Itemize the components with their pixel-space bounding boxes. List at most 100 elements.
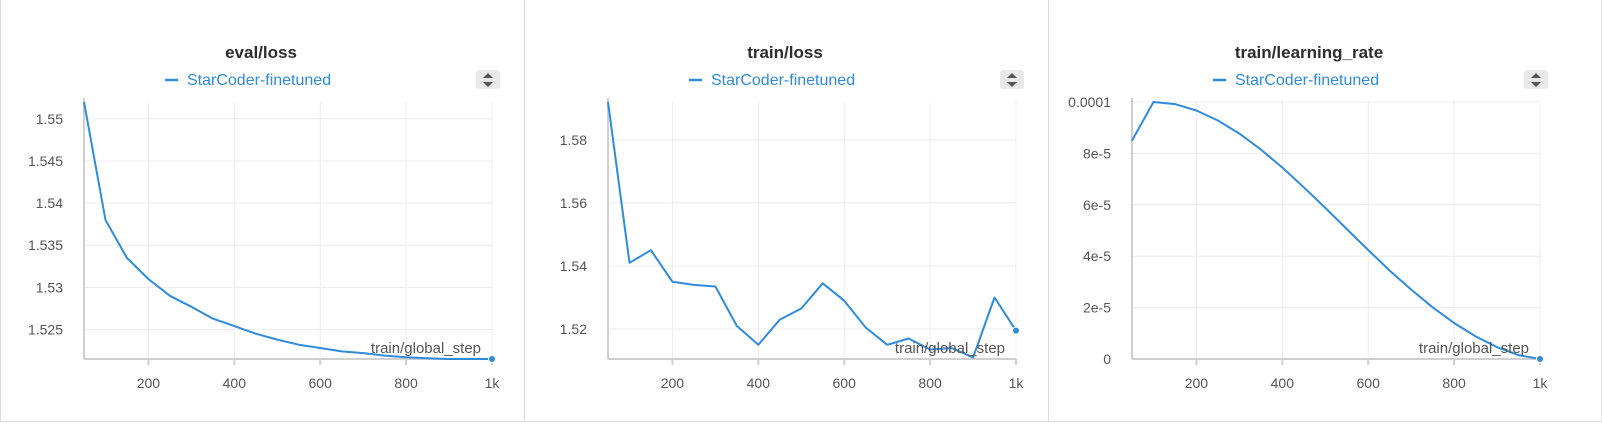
series-points xyxy=(602,96,1020,351)
x-axis-title: train/global_step xyxy=(371,340,481,357)
x-tick-label: 400 xyxy=(223,375,247,391)
series-points xyxy=(1126,96,1544,363)
last-point-marker xyxy=(1536,355,1544,363)
sort-arrows-icon xyxy=(483,73,493,87)
legend-label[interactable]: StarCoder-finetuned xyxy=(1235,72,1379,89)
y-tick-label: 1.545 xyxy=(28,153,63,169)
y-tick-label: 0.0001 xyxy=(1068,94,1111,110)
data-point xyxy=(1126,135,1138,147)
x-tick-labels: 200 400 600 800 1k xyxy=(661,375,1025,391)
sort-arrows-icon xyxy=(1007,73,1017,87)
x-tick-label: 800 xyxy=(394,375,418,391)
x-tick-label: 200 xyxy=(661,375,685,391)
x-axis-title: train/global_step xyxy=(1419,340,1529,357)
chart-train-loss: train/loss StarCoder-finetuned 1.521.541… xyxy=(560,43,1025,391)
series-line-starcoder-finetuned xyxy=(607,101,1017,359)
legend-toggle-button[interactable] xyxy=(476,70,500,89)
sort-arrows-icon xyxy=(1531,73,1541,87)
data-point xyxy=(688,279,700,291)
data-point xyxy=(293,339,305,351)
data-point xyxy=(314,342,326,354)
data-point xyxy=(989,292,1001,304)
data-point xyxy=(228,320,240,332)
data-point xyxy=(164,290,176,302)
data-point xyxy=(1405,284,1417,296)
chart-panel-train-learning-rate: train/learning_rate StarCoder-finetuned … xyxy=(1048,0,1602,422)
x-tick-label: 800 xyxy=(918,375,942,391)
legend-label[interactable]: StarCoder-finetuned xyxy=(711,72,855,89)
data-point xyxy=(881,339,893,351)
chart-panel-train-loss: train/loss StarCoder-finetuned 1.52 1.54 1… xyxy=(524,0,1056,422)
data-point xyxy=(774,314,786,326)
y-tick-label: 1.52 xyxy=(560,321,587,337)
last-point-marker xyxy=(488,355,496,363)
x-tick-label: 400 xyxy=(1271,375,1295,391)
data-point xyxy=(1341,223,1353,235)
data-point xyxy=(78,96,90,108)
legend-toggle-button[interactable] xyxy=(1524,70,1548,89)
y-tick-labels: 1.525 1.53 1.535 1.54 1.545 1.55 xyxy=(28,111,63,338)
axes xyxy=(83,98,493,365)
axes xyxy=(1131,98,1541,365)
data-point xyxy=(817,277,829,289)
y-tick-labels: 0 2e-5 4e-5 6e-5 8e-5 0.0001 xyxy=(1068,94,1111,367)
x-tick-label: 600 xyxy=(833,375,857,391)
data-point xyxy=(185,301,197,313)
chart-panel-eval-loss: eval/loss StarCoder-finetuned 1.525 1.53 1… xyxy=(0,0,532,422)
y-tick-label: 1.54 xyxy=(560,258,587,274)
legend-label[interactable]: StarCoder-finetuned xyxy=(187,72,331,89)
x-tick-label: 400 xyxy=(747,375,771,391)
data-point xyxy=(1190,104,1202,116)
data-point xyxy=(1384,265,1396,277)
y-tick-label: 1.535 xyxy=(28,237,63,253)
x-tick-label: 1k xyxy=(1533,375,1549,391)
data-point xyxy=(1147,96,1159,108)
y-tick-label: 1.54 xyxy=(36,195,63,211)
y-tick-label: 4e-5 xyxy=(1083,248,1111,264)
data-point xyxy=(1427,301,1439,313)
last-point-marker xyxy=(1012,326,1020,335)
chart-title: train/loss xyxy=(747,43,823,62)
x-tick-label: 200 xyxy=(137,375,161,391)
x-tick-label: 200 xyxy=(1185,375,1209,391)
x-tick-labels: 200 400 600 800 1k xyxy=(137,375,501,391)
data-point xyxy=(1448,317,1460,329)
data-point xyxy=(1169,98,1181,110)
legend[interactable]: StarCoder-finetuned xyxy=(1213,72,1379,89)
x-tick-label: 1k xyxy=(485,375,501,391)
y-tick-labels: 1.52 1.54 1.56 1.58 xyxy=(560,132,587,337)
data-point xyxy=(336,345,348,357)
data-point xyxy=(207,313,219,325)
data-point xyxy=(1276,162,1288,174)
axes xyxy=(607,98,1017,365)
data-point xyxy=(1298,181,1310,193)
y-tick-label: 1.53 xyxy=(36,279,63,295)
legend[interactable]: StarCoder-finetuned xyxy=(165,72,331,89)
legend[interactable]: StarCoder-finetuned xyxy=(689,72,855,89)
x-tick-label: 600 xyxy=(1357,375,1381,391)
x-tick-label: 800 xyxy=(1442,375,1466,391)
data-point xyxy=(623,257,635,269)
grid-lines xyxy=(84,102,493,359)
series-points xyxy=(78,96,496,363)
x-axis-title: train/global_step xyxy=(895,340,1005,357)
x-tick-label: 600 xyxy=(309,375,333,391)
data-point xyxy=(731,320,743,332)
chart-title: eval/loss xyxy=(225,43,297,62)
data-point xyxy=(709,280,721,292)
series-line-starcoder-finetuned xyxy=(83,101,492,360)
legend-toggle-button[interactable] xyxy=(1000,70,1024,89)
y-tick-label: 1.525 xyxy=(28,322,63,338)
data-point xyxy=(1255,144,1267,156)
y-tick-label: 8e-5 xyxy=(1083,145,1111,161)
data-point xyxy=(99,214,111,226)
data-point xyxy=(860,321,872,333)
data-point xyxy=(142,273,154,285)
grid-lines xyxy=(1132,101,1541,360)
data-point xyxy=(602,96,614,108)
data-point xyxy=(1319,202,1331,214)
chart-eval-loss: eval/loss StarCoder-finetuned 1.525 1.53 1… xyxy=(28,43,501,391)
grid-lines xyxy=(608,102,1017,359)
series-line-starcoder-finetuned xyxy=(1131,101,1541,360)
